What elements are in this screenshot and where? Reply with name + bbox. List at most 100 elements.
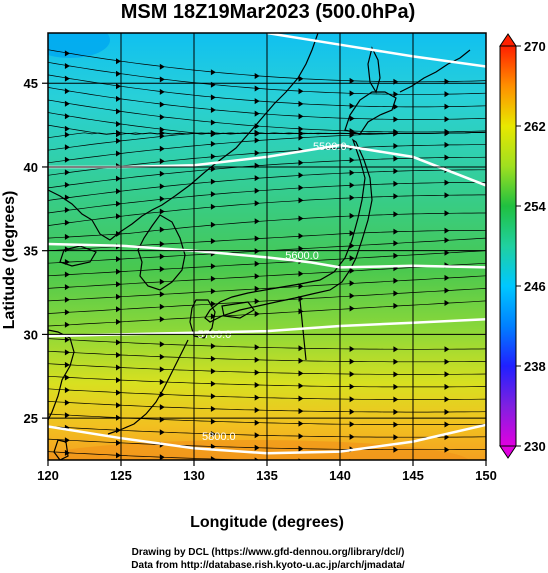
wind-arrowhead	[444, 192, 450, 199]
y-tick-label: 45	[24, 76, 38, 91]
kyushu-coast	[189, 299, 216, 339]
wind-arrowhead	[64, 144, 70, 151]
wind-arrowhead	[64, 88, 70, 95]
wind-arrowhead	[210, 238, 216, 245]
wind-arrowhead	[298, 345, 304, 352]
wind-arrowhead	[393, 421, 399, 428]
wind-arrowhead	[159, 303, 165, 310]
wind-arrowhead	[298, 270, 304, 277]
wind-arrowhead	[444, 383, 450, 390]
wind-arrowhead	[298, 408, 304, 415]
wind-arrowhead	[64, 412, 70, 419]
wind-arrowhead	[349, 182, 355, 189]
wind-arrowhead	[298, 159, 304, 166]
colorbar-top-triangle	[499, 33, 517, 47]
wind-arrowhead	[254, 130, 260, 137]
wind-arrowhead	[349, 408, 355, 415]
taiwan-coast	[53, 439, 69, 460]
wind-arrowhead	[444, 179, 450, 186]
wind-arrowhead	[393, 240, 399, 247]
y-tick-label: 35	[24, 244, 38, 259]
wind-arrowhead	[393, 168, 399, 175]
y-axis-label: Latitude (degrees)	[1, 191, 18, 330]
wind-arrowhead	[64, 50, 70, 57]
wind-arrowhead	[254, 356, 260, 363]
colorbar-tick-label: 254	[524, 199, 546, 214]
wind-arrowhead	[116, 293, 121, 300]
wind-arrowhead	[254, 310, 260, 317]
wind-arrowhead	[64, 336, 70, 343]
colorbar-body	[499, 45, 517, 447]
wind-arrowhead	[210, 166, 216, 172]
wind-arrowhead	[298, 88, 304, 95]
x-tick-label: 125	[110, 468, 132, 483]
height-contour	[266, 33, 486, 68]
wind-arrowhead	[210, 203, 216, 210]
wind-arrowhead	[64, 194, 70, 201]
wind-arrowhead	[349, 305, 355, 312]
wind-arrowhead	[64, 361, 70, 368]
wind-arrowhead	[64, 113, 70, 120]
wind-arrowhead	[254, 344, 260, 351]
wind-arrowhead	[116, 83, 121, 90]
wind-arrowhead	[393, 103, 399, 110]
wind-arrowhead	[210, 393, 216, 400]
wind-arrowhead	[116, 281, 121, 288]
wind-arrowhead	[393, 383, 399, 390]
credit-data: Data from http://database.rish.kyoto-u.a…	[131, 560, 405, 571]
wind-arrowhead	[349, 346, 355, 352]
wind-arrowhead	[298, 395, 304, 402]
wind-arrowhead	[116, 70, 121, 77]
wind-arrowhead	[393, 116, 399, 123]
wind-arrowhead	[444, 154, 450, 161]
wind-arrowhead	[159, 76, 165, 83]
wind-arrowhead	[210, 288, 216, 295]
wind-arrowhead	[444, 396, 450, 403]
wind-arrowhead	[116, 268, 121, 275]
wind-arrowhead	[349, 433, 355, 440]
wind-arrowhead	[64, 233, 70, 240]
kuril-islands	[399, 49, 471, 93]
wind-arrowhead	[254, 73, 260, 79]
shikoku-coast	[221, 301, 255, 319]
wind-arrowhead	[444, 421, 450, 428]
wind-arrowhead	[64, 207, 70, 213]
wind-arrowhead	[64, 271, 70, 278]
wind-arrowhead	[159, 145, 165, 152]
contour-label: 5600.0	[285, 250, 319, 262]
wind-arrowhead	[393, 290, 399, 297]
wind-arrowhead	[210, 140, 216, 147]
colorbar-tick-label: 262	[524, 119, 546, 134]
wind-arrowhead	[393, 396, 399, 403]
wind-arrowhead	[210, 275, 216, 282]
wind-arrowhead	[64, 63, 70, 69]
x-tick-label: 130	[183, 468, 205, 483]
x-tick-label: 135	[256, 468, 278, 483]
wind-arrowhead	[254, 137, 260, 144]
wind-arrowhead	[254, 444, 260, 451]
wind-arrowhead	[393, 128, 399, 135]
map-title: MSM 18Z19Mar2023 (500.0hPa)	[121, 1, 416, 23]
wind-arrowhead	[210, 221, 216, 228]
wind-arrowhead	[159, 429, 165, 436]
wind-arrowhead	[298, 370, 304, 377]
wind-arrowhead	[444, 210, 450, 217]
wind-arrowhead	[159, 341, 165, 348]
wind-arrowhead	[393, 358, 399, 365]
wind-arrowhead	[298, 172, 304, 179]
wind-arrowhead	[116, 452, 121, 459]
wind-arrowhead	[116, 389, 121, 396]
wind-arrowhead	[210, 313, 216, 320]
wind-arrowhead	[444, 249, 450, 256]
wind-arrowhead	[116, 213, 121, 220]
wind-arrowhead	[254, 110, 260, 117]
y-tick-label: 30	[24, 327, 38, 342]
wind-arrowhead	[444, 91, 450, 98]
wind-arrowhead	[210, 191, 216, 198]
wind-arrowhead	[159, 126, 165, 133]
wind-arrowhead	[116, 150, 121, 157]
wind-arrowhead	[349, 77, 355, 84]
wind-arrowhead	[393, 228, 399, 235]
wind-arrowhead	[254, 85, 260, 92]
